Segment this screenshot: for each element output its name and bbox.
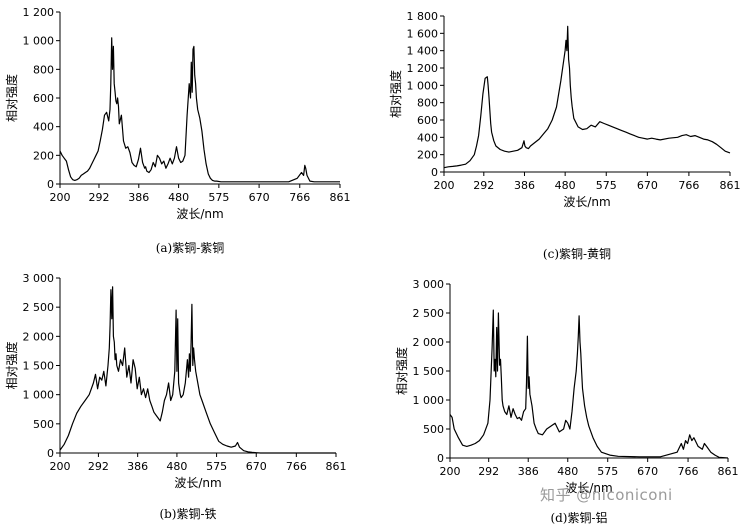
y-axis-label: 相对强度 (4, 341, 19, 389)
y-tick-label: 3 000 (413, 278, 445, 291)
x-tick-label: 386 (127, 460, 148, 473)
x-tick-label: 386 (128, 191, 149, 204)
x-tick-label: 670 (246, 460, 267, 473)
x-tick-label: 480 (555, 179, 576, 192)
x-tick-label: 292 (88, 191, 109, 204)
y-tick-label: 0 (47, 178, 54, 191)
x-tick-label: 670 (637, 465, 658, 478)
y-tick-label: 400 (33, 121, 54, 134)
y-tick-label: 0 (431, 166, 438, 179)
y-tick-label: 1 000 (413, 394, 445, 407)
x-tick-label: 292 (478, 465, 499, 478)
panel-caption: (b)紫铜-铁 (159, 506, 216, 521)
x-tick-label: 766 (289, 191, 310, 204)
x-tick-label: 292 (88, 460, 109, 473)
y-tick-label: 400 (417, 131, 438, 144)
x-tick-label: 575 (208, 191, 229, 204)
y-tick-label: 1 800 (407, 10, 439, 23)
x-tick-label: 575 (597, 465, 618, 478)
y-tick-label: 500 (33, 418, 54, 431)
x-tick-label: 766 (678, 465, 699, 478)
panel-caption: (c)紫铜-黄铜 (543, 246, 611, 261)
x-tick-label: 200 (50, 460, 71, 473)
y-tick-label: 800 (33, 63, 54, 76)
x-tick-label: 670 (249, 191, 270, 204)
y-tick-label: 2 500 (413, 307, 445, 320)
x-tick-label: 861 (718, 465, 739, 478)
y-tick-label: 600 (33, 92, 54, 105)
x-tick-label: 480 (168, 191, 189, 204)
y-tick-label: 1 400 (407, 45, 439, 58)
y-tick-label: 1 600 (407, 27, 439, 40)
y-axis-label: 相对强度 (388, 70, 403, 118)
panel-caption: (a)紫铜-紫铜 (156, 240, 225, 255)
x-tick-label: 200 (434, 179, 455, 192)
spectrum-line (443, 25, 731, 169)
y-tick-label: 200 (33, 149, 54, 162)
x-tick-label: 480 (557, 465, 578, 478)
chart-panel-b: 0 500 1 000 1 500 2 000 2 500 3 000 200 292 386 48… (4, 272, 347, 521)
y-tick-label: 200 (417, 149, 438, 162)
y-tick-label: 0 (47, 447, 54, 460)
x-tick-label: 861 (720, 179, 741, 192)
y-axis-label: 相对强度 (394, 347, 409, 395)
y-tick-label: 600 (417, 114, 438, 127)
x-tick-label: 480 (166, 460, 187, 473)
y-tick-label: 1 000 (407, 79, 439, 92)
x-tick-label: 386 (518, 465, 539, 478)
y-tick-label: 1 500 (23, 360, 55, 373)
y-tick-label: 1 500 (413, 365, 445, 378)
y-tick-label: 1 000 (23, 389, 55, 402)
x-axis-label: 波长/nm (565, 481, 612, 495)
x-tick-label: 386 (514, 179, 535, 192)
watermark-text: 知乎 @niconiconi (540, 486, 673, 504)
y-axis-label: 相对强度 (4, 74, 19, 122)
spectrum-line (59, 286, 336, 454)
y-tick-label: 500 (423, 423, 444, 436)
y-tick-label: 1 200 (23, 6, 55, 19)
x-tick-label: 766 (286, 460, 307, 473)
y-tick-label: 2 000 (413, 336, 445, 349)
panel-caption: (d)紫铜-铝 (550, 510, 607, 525)
y-tick-label: 2 500 (23, 301, 55, 314)
y-tick-label: 3 000 (23, 272, 55, 285)
x-axis-label: 波长/nm (176, 207, 223, 221)
x-tick-label: 861 (326, 460, 347, 473)
x-axis-label: 波长/nm (174, 476, 221, 490)
x-tick-label: 575 (206, 460, 227, 473)
y-tick-label: 800 (417, 97, 438, 110)
x-tick-label: 200 (440, 465, 461, 478)
spectrum-line (449, 309, 729, 459)
y-tick-label: 1 200 (407, 62, 439, 75)
y-tick-label: 0 (437, 452, 444, 465)
x-tick-label: 670 (637, 179, 658, 192)
x-axis-label: 波长/nm (563, 195, 610, 209)
spectrum-line (59, 37, 340, 183)
x-tick-label: 200 (50, 191, 71, 204)
y-tick-label: 2 000 (23, 330, 55, 343)
x-tick-label: 766 (678, 179, 699, 192)
y-tick-label: 1 000 (23, 35, 55, 48)
x-tick-label: 575 (596, 179, 617, 192)
x-tick-label: 292 (473, 179, 494, 192)
x-tick-label: 861 (330, 191, 351, 204)
